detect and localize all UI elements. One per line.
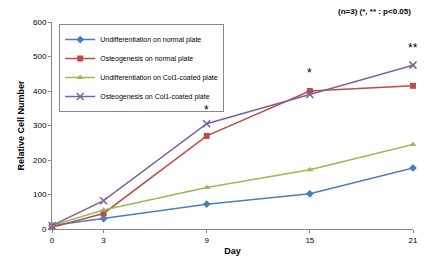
svg-text:Relative Cell Number: Relative Cell Number: [16, 80, 26, 171]
svg-text:**: **: [408, 41, 418, 55]
svg-text:600: 600: [33, 18, 47, 27]
svg-text:*: *: [204, 103, 209, 117]
svg-text:Osteogenesis on Col1-coated pl: Osteogenesis on Col1-coated plate: [100, 93, 209, 101]
svg-text:Undifferentiation on Col1-coat: Undifferentiation on Col1-coated plate: [100, 74, 218, 82]
svg-text:Osteogenesis on normal plate: Osteogenesis on normal plate: [100, 55, 193, 63]
svg-text:(n=3) (*, ** : p<0.05): (n=3) (*, ** : p<0.05): [338, 7, 411, 16]
svg-text:0: 0: [42, 225, 47, 234]
svg-text:Day: Day: [224, 246, 241, 256]
svg-text:21: 21: [409, 236, 418, 245]
svg-text:15: 15: [305, 236, 314, 245]
svg-text:100: 100: [33, 190, 47, 199]
svg-text:*: *: [307, 66, 312, 80]
svg-text:300: 300: [33, 121, 47, 130]
svg-text:3: 3: [101, 236, 106, 245]
svg-text:0: 0: [50, 236, 55, 245]
svg-text:Undifferentiation on normal pl: Undifferentiation on normal plate: [100, 36, 201, 44]
svg-text:200: 200: [33, 156, 47, 165]
svg-text:400: 400: [33, 87, 47, 96]
svg-text:500: 500: [33, 52, 47, 61]
svg-text:9: 9: [204, 236, 209, 245]
